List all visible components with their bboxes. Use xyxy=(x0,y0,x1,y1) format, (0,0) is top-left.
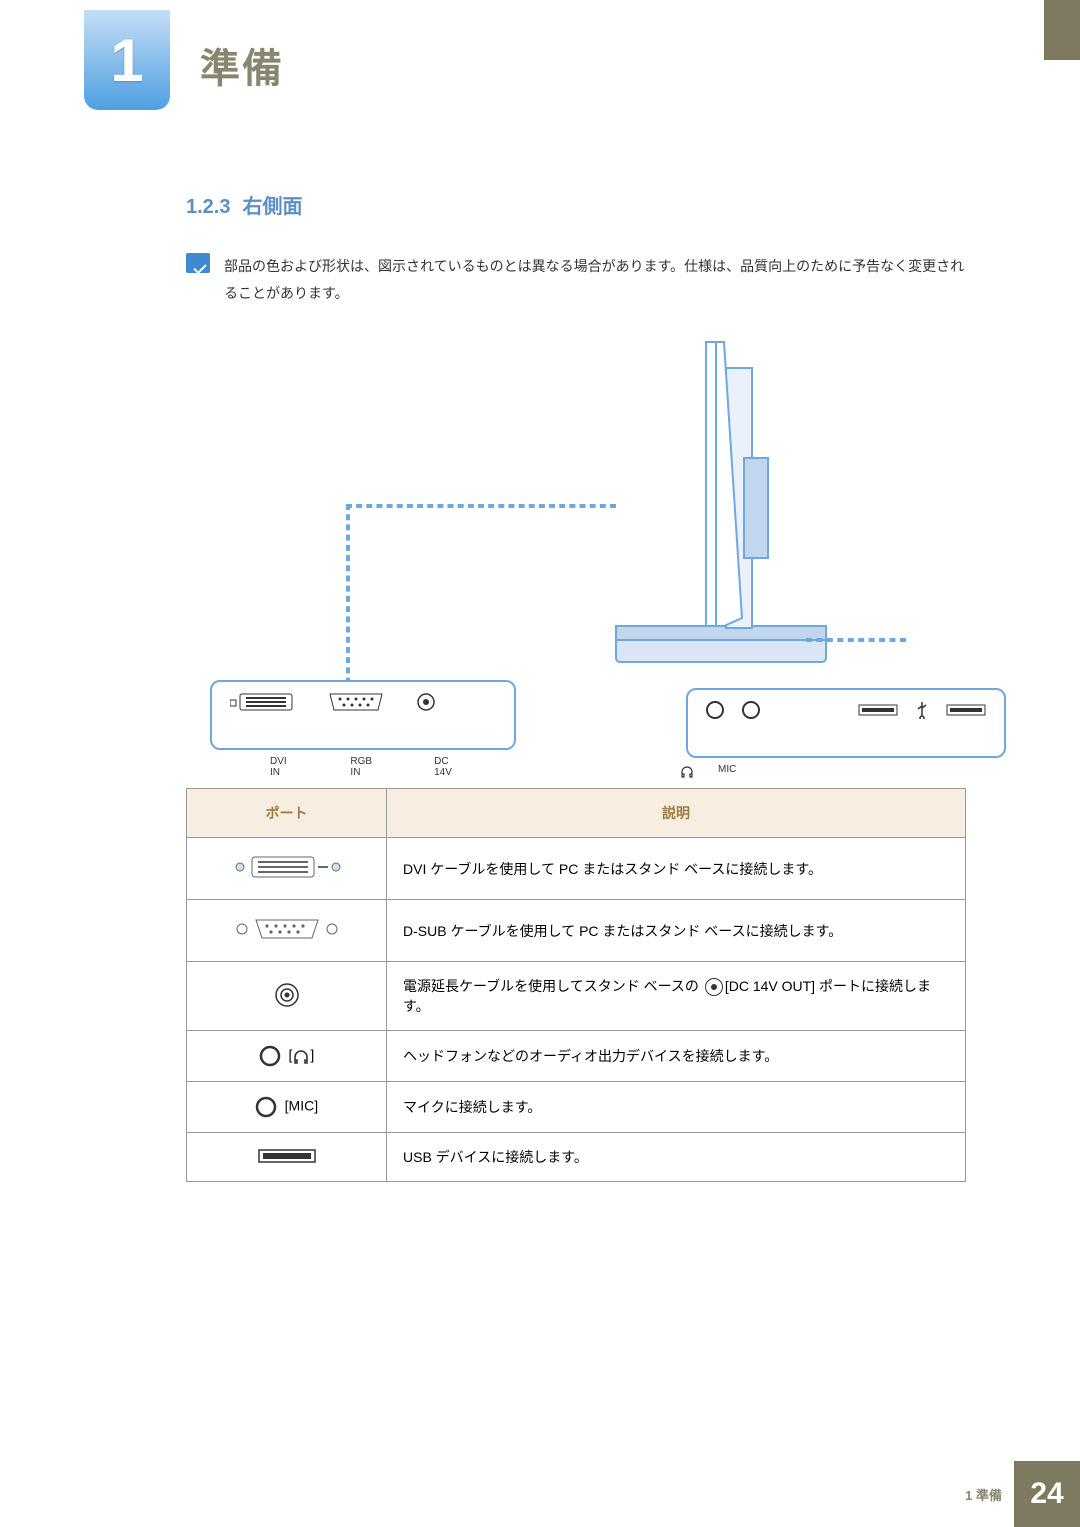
cell-icon-headphone: [] xyxy=(187,1031,387,1082)
headphone-tiny-icon xyxy=(680,764,694,778)
footer: 1 準備 24 xyxy=(965,1461,1080,1527)
chapter-tab: 1 xyxy=(84,10,170,110)
ports-table: ポート 説明 DVI ケーブルを使用して PC またはスタンド ベースに接続しま… xyxy=(186,788,966,1182)
cell-icon-dvi xyxy=(187,838,387,900)
section-heading: 1.2.3 右側面 xyxy=(186,190,966,219)
cell-icon-usb xyxy=(187,1133,387,1182)
main-content: 1.2.3 右側面 部品の色および形状は、図示されているものとは異なる場合がありま… xyxy=(186,190,966,1182)
desc-dc-pre: 電源延長ケーブルを使用してスタンド ベースの xyxy=(403,978,703,994)
dsub-port-icon xyxy=(326,692,386,712)
dvi-port-icon xyxy=(230,692,296,712)
monitor-svg xyxy=(606,338,836,678)
cell-desc: DVI ケーブルを使用して PC またはスタンド ベースに接続します。 xyxy=(387,838,966,900)
label-dvi: DVI IN xyxy=(270,756,288,778)
jack-icon xyxy=(259,1045,281,1067)
dashed-connector-v xyxy=(346,504,350,704)
th-desc: 説明 xyxy=(387,789,966,838)
chapter-number: 1 xyxy=(110,26,143,95)
dc-inline-icon xyxy=(705,978,723,996)
section-number: 1.2.3 xyxy=(186,196,230,218)
label-mic: MIC xyxy=(718,764,736,778)
dsub-icon xyxy=(232,914,342,944)
table-row: D-SUB ケーブルを使用して PC またはスタンド ベースに接続します。 xyxy=(187,900,966,962)
note-text: 部品の色および形状は、図示されているものとは異なる場合があります。仕様は、品質向… xyxy=(224,253,966,306)
usb-symbol-icon xyxy=(916,701,928,719)
top-right-accent xyxy=(1044,0,1080,60)
back-panel-right xyxy=(686,688,1006,758)
mic-label: [MIC] xyxy=(285,1098,318,1114)
chapter-title: 準備 xyxy=(200,36,284,94)
usb-port-a-icon xyxy=(858,704,898,716)
dashed-connector-h1 xyxy=(346,504,616,508)
cell-desc: USB デバイスに接続します。 xyxy=(387,1133,966,1182)
note-icon xyxy=(186,253,210,273)
back-panel-left xyxy=(210,680,516,750)
cell-desc: D-SUB ケーブルを使用して PC またはスタンド ベースに接続します。 xyxy=(387,900,966,962)
table-row: USB デバイスに接続します。 xyxy=(187,1133,966,1182)
label-rgb: RGB IN xyxy=(350,756,372,778)
headphone-jack-icon xyxy=(706,701,724,719)
dvi-icon xyxy=(232,852,342,882)
desc-dc-badge: [DC 14V OUT] xyxy=(725,978,815,994)
back-panel-right-ports xyxy=(688,690,1004,730)
page-number: 24 xyxy=(1014,1461,1080,1527)
back-panel-left-ports xyxy=(212,682,514,722)
table-row: [] ヘッドフォンなどのオーディオ出力デバイスを接続します。 xyxy=(187,1031,966,1082)
dashed-connector-h2 xyxy=(806,638,906,642)
mic-jack-icon xyxy=(742,701,760,719)
table-row: [MIC] マイクに接続します。 xyxy=(187,1082,966,1133)
table-row: 電源延長ケーブルを使用してスタンド ベースの [DC 14V OUT] ポートに… xyxy=(187,962,966,1031)
cell-icon-mic: [MIC] xyxy=(187,1082,387,1133)
footer-label: 1 準備 xyxy=(965,1485,1002,1504)
note-row: 部品の色および形状は、図示されているものとは異なる場合があります。仕様は、品質向… xyxy=(186,253,966,306)
cell-desc: マイクに接続します。 xyxy=(387,1082,966,1133)
usb-icon xyxy=(257,1148,317,1164)
back-panel-left-labels: DVI IN RGB IN DC 14V xyxy=(210,756,516,778)
monitor-diagram: DVI IN RGB IN DC 14V MIC xyxy=(186,338,966,778)
headphone-icon xyxy=(292,1048,310,1064)
jack-icon xyxy=(255,1096,277,1118)
section-title: 右側面 xyxy=(242,196,302,218)
dc-port-icon xyxy=(416,692,436,712)
table-row: DVI ケーブルを使用して PC またはスタンド ベースに接続します。 xyxy=(187,838,966,900)
label-dc: DC 14V xyxy=(434,756,456,778)
cell-desc-dc: 電源延長ケーブルを使用してスタンド ベースの [DC 14V OUT] ポートに… xyxy=(387,962,966,1031)
table-header-row: ポート 説明 xyxy=(187,789,966,838)
th-port: ポート xyxy=(187,789,387,838)
cell-desc: ヘッドフォンなどのオーディオ出力デバイスを接続します。 xyxy=(387,1031,966,1082)
dc-icon xyxy=(274,982,300,1008)
cell-icon-dsub xyxy=(187,900,387,962)
usb-port-b-icon xyxy=(946,704,986,716)
back-panel-right-labels: MIC xyxy=(660,764,986,778)
cell-icon-dc xyxy=(187,962,387,1031)
